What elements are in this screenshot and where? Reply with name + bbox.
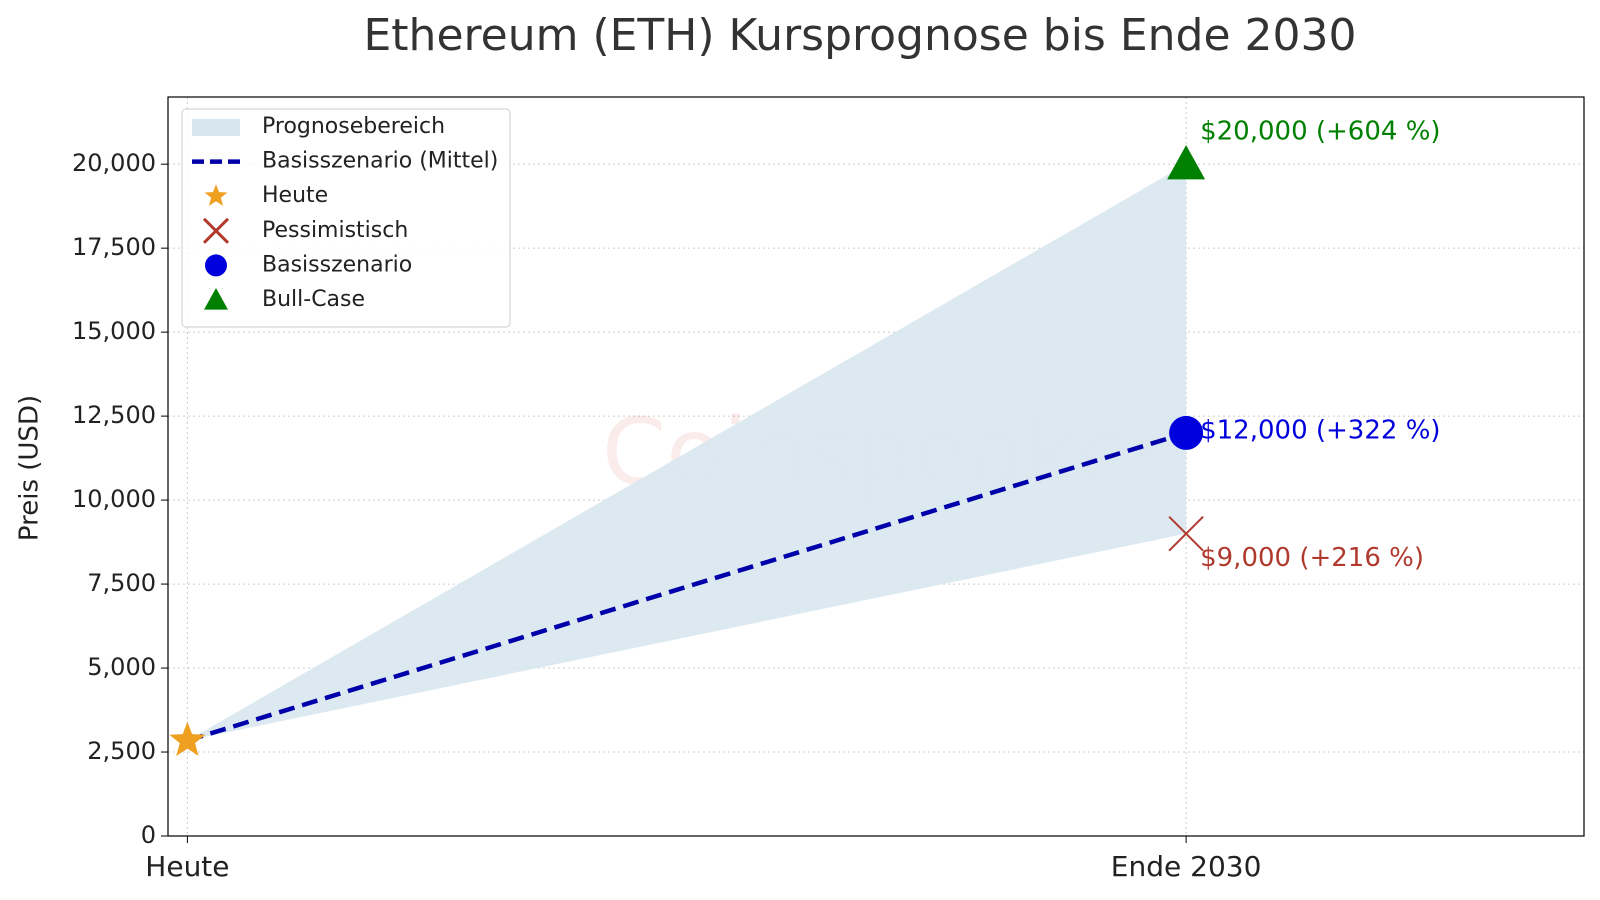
y-tick-label: 17,500 <box>72 233 156 261</box>
legend-label: Bull-Case <box>262 287 365 312</box>
y-tick-label: 10,000 <box>72 485 156 513</box>
legend-label: Prognosebereich <box>262 114 445 139</box>
legend-label: Heute <box>262 183 328 208</box>
legend-swatch <box>204 184 228 206</box>
y-tick-label: 12,500 <box>72 401 156 429</box>
marker-circle <box>1169 415 1204 450</box>
value-label: $20,000 (+604 %) <box>1200 117 1440 147</box>
marker-x <box>1168 515 1204 552</box>
value-label: $9,000 (+216 %) <box>1200 543 1424 573</box>
value-label: $12,000 (+322 %) <box>1200 415 1440 445</box>
plot-frame <box>167 96 1585 837</box>
marker-triangle <box>1167 145 1206 180</box>
x-tick-label: Ende 2030 <box>1111 850 1262 883</box>
legend-swatch <box>192 119 240 136</box>
y-tick-label: 7,500 <box>87 569 156 597</box>
legend-label: Basisszenario <box>262 252 412 277</box>
forecast-area <box>187 164 1187 741</box>
legend-swatch <box>205 254 227 277</box>
legend-label: Basisszenario (Mittel) <box>262 149 498 174</box>
legend-swatch <box>204 288 228 310</box>
y-tick-label: 20,000 <box>72 149 156 177</box>
y-tick-label: 15,000 <box>72 317 156 345</box>
base-line <box>186 430 1187 743</box>
y-tick-label: 5,000 <box>87 653 156 681</box>
y-tick-label: 2,500 <box>87 737 156 765</box>
legend-label: Pessimistisch <box>262 218 408 243</box>
x-tick-label: Heute <box>145 850 229 883</box>
y-tick-label: 0 <box>141 821 156 849</box>
y-axis-label: Preis (USD) <box>15 395 45 541</box>
legend-box <box>181 108 511 328</box>
chart-title: Ethereum (ETH) Kursprognose bis Ende 203… <box>364 10 1357 61</box>
marker-star <box>169 721 206 756</box>
legend-swatch <box>202 217 230 244</box>
